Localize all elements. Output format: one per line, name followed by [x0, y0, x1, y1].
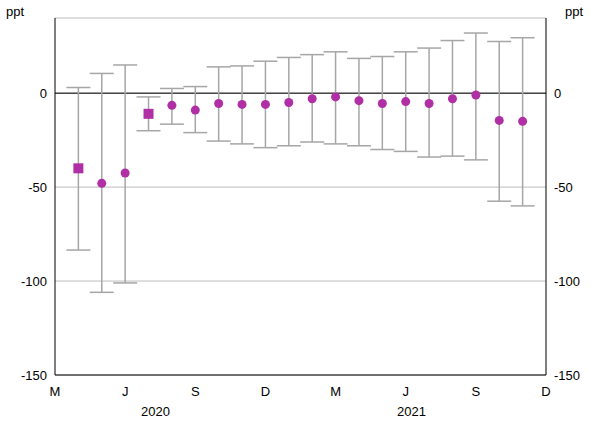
svg-text:J: J — [122, 384, 129, 399]
svg-text:D: D — [541, 384, 550, 399]
svg-text:-150: -150 — [21, 368, 47, 383]
svg-text:J: J — [402, 384, 409, 399]
svg-text:S: S — [191, 384, 200, 399]
svg-text:-50: -50 — [28, 180, 47, 195]
svg-text:M: M — [330, 384, 341, 399]
svg-text:2021: 2021 — [397, 404, 426, 419]
svg-text:0: 0 — [40, 86, 47, 101]
html-text:ppt: ppt — [565, 4, 584, 19]
svg-text:S: S — [472, 384, 481, 399]
svg-text:2020: 2020 — [141, 404, 170, 419]
svg-text:-100: -100 — [554, 274, 580, 289]
html-text:ppt: ppt — [6, 4, 25, 19]
svg-text:D: D — [261, 384, 270, 399]
svg-text:M: M — [50, 384, 61, 399]
svg-text:-150: -150 — [554, 368, 580, 383]
svg-text:-100: -100 — [21, 274, 47, 289]
svg-text:0: 0 — [554, 86, 561, 101]
svg-text:-50: -50 — [554, 180, 573, 195]
